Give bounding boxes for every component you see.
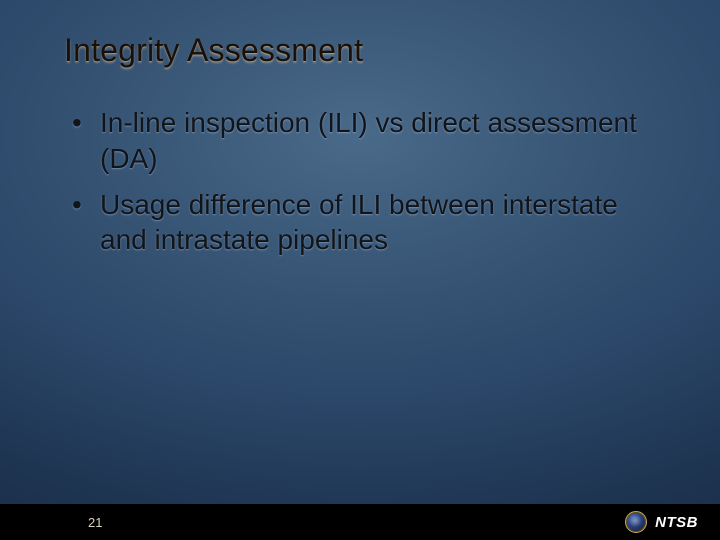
slide: Integrity Assessment In-line inspection … [0,0,720,540]
slide-title: Integrity Assessment [64,32,656,69]
footer-brand: NTSB [625,511,698,533]
seal-icon [625,511,647,533]
org-abbrev: NTSB [655,514,698,531]
list-item: Usage difference of ILI between intersta… [70,187,656,259]
page-number: 21 [88,515,102,530]
bullet-list: In-line inspection (ILI) vs direct asses… [64,105,656,258]
slide-footer: 21 NTSB [0,504,720,540]
list-item: In-line inspection (ILI) vs direct asses… [70,105,656,177]
